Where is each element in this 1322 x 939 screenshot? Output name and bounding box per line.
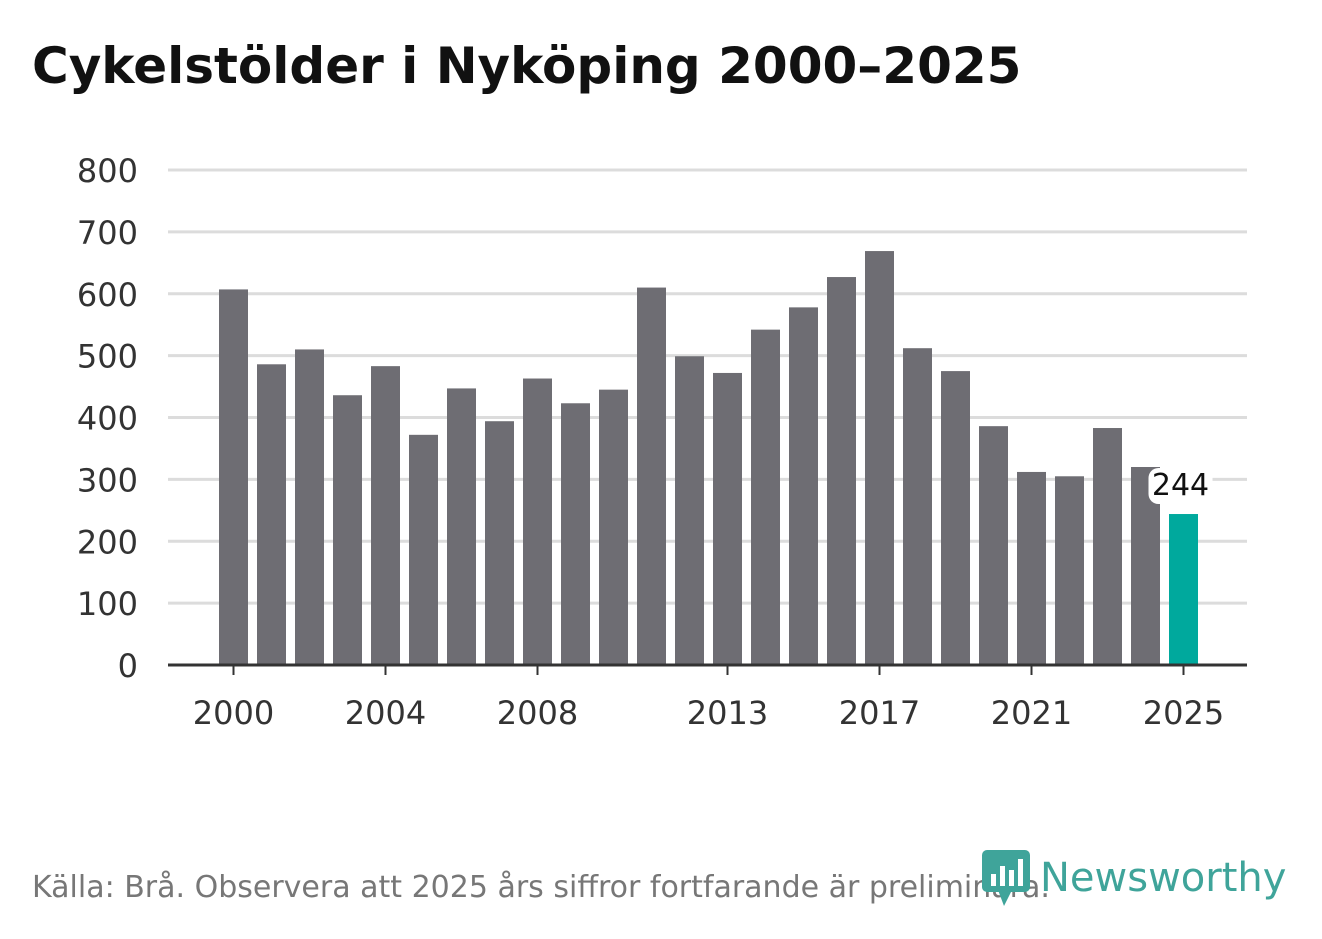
bar-chart-speech-bubble-icon — [982, 850, 1030, 906]
bar-2018 — [903, 348, 932, 665]
bar-2015 — [789, 307, 818, 665]
y-tick-label: 600 — [77, 276, 138, 314]
x-tick-label: 2008 — [497, 694, 578, 732]
y-axis-tick-labels: 0 100 200 300 400 500 600 700 800 — [77, 152, 138, 685]
bar-2023 — [1093, 428, 1122, 665]
y-tick-label: 300 — [77, 461, 138, 499]
y-tick-label: 400 — [77, 400, 138, 438]
bar-2010 — [599, 389, 628, 665]
chart-title: Cykelstölder i Nyköping 2000–2025 — [32, 37, 1022, 95]
x-tick-label: 2013 — [687, 694, 768, 732]
annotations: 244 — [1148, 468, 1213, 504]
y-tick-label: 800 — [77, 152, 138, 190]
y-tick-label: 700 — [77, 214, 138, 252]
bar-2007 — [485, 421, 514, 665]
x-tick-label: 2021 — [991, 694, 1072, 732]
bar-2014 — [751, 329, 780, 665]
bar-2017 — [865, 251, 894, 665]
bar-2003 — [333, 395, 362, 665]
x-tick-label: 2025 — [1143, 694, 1224, 732]
bar-2011 — [637, 287, 666, 665]
bar-2004 — [371, 366, 400, 665]
bar-2008 — [523, 378, 552, 665]
x-axis-ticks: 2000 2004 2008 2013 2017 2021 2025 — [193, 665, 1224, 732]
bar-2022 — [1055, 476, 1084, 665]
bar-2001 — [257, 364, 286, 665]
data-label-2025: 244 — [1152, 468, 1209, 503]
newsworthy-logo: Newsworthy — [982, 850, 1286, 906]
bar-2013 — [713, 372, 742, 665]
x-tick-label: 2004 — [345, 694, 426, 732]
y-tick-label: 100 — [77, 585, 138, 623]
source-note: Källa: Brå. Observera att 2025 års siffr… — [32, 870, 1050, 905]
x-tick-label: 2017 — [839, 694, 920, 732]
bar-2009 — [561, 403, 590, 665]
bar-2021 — [1017, 471, 1046, 665]
bar-2016 — [827, 277, 856, 665]
y-tick-label: 500 — [77, 338, 138, 376]
bar-2025 — [1169, 514, 1198, 665]
x-tick-label: 2000 — [193, 694, 274, 732]
bar-2006 — [447, 388, 476, 665]
bar-2012 — [675, 356, 704, 665]
bars — [219, 251, 1198, 665]
y-tick-label: 0 — [118, 647, 138, 685]
bar-2019 — [941, 371, 970, 665]
logo-wordmark: Newsworthy — [1040, 855, 1287, 901]
bar-2002 — [295, 349, 324, 665]
data-label-background — [1148, 468, 1213, 504]
bar-2000 — [219, 289, 248, 665]
bar-2005 — [409, 434, 438, 665]
bar-2020 — [979, 426, 1008, 665]
gridlines — [168, 168, 1247, 605]
y-tick-label: 200 — [77, 523, 138, 561]
